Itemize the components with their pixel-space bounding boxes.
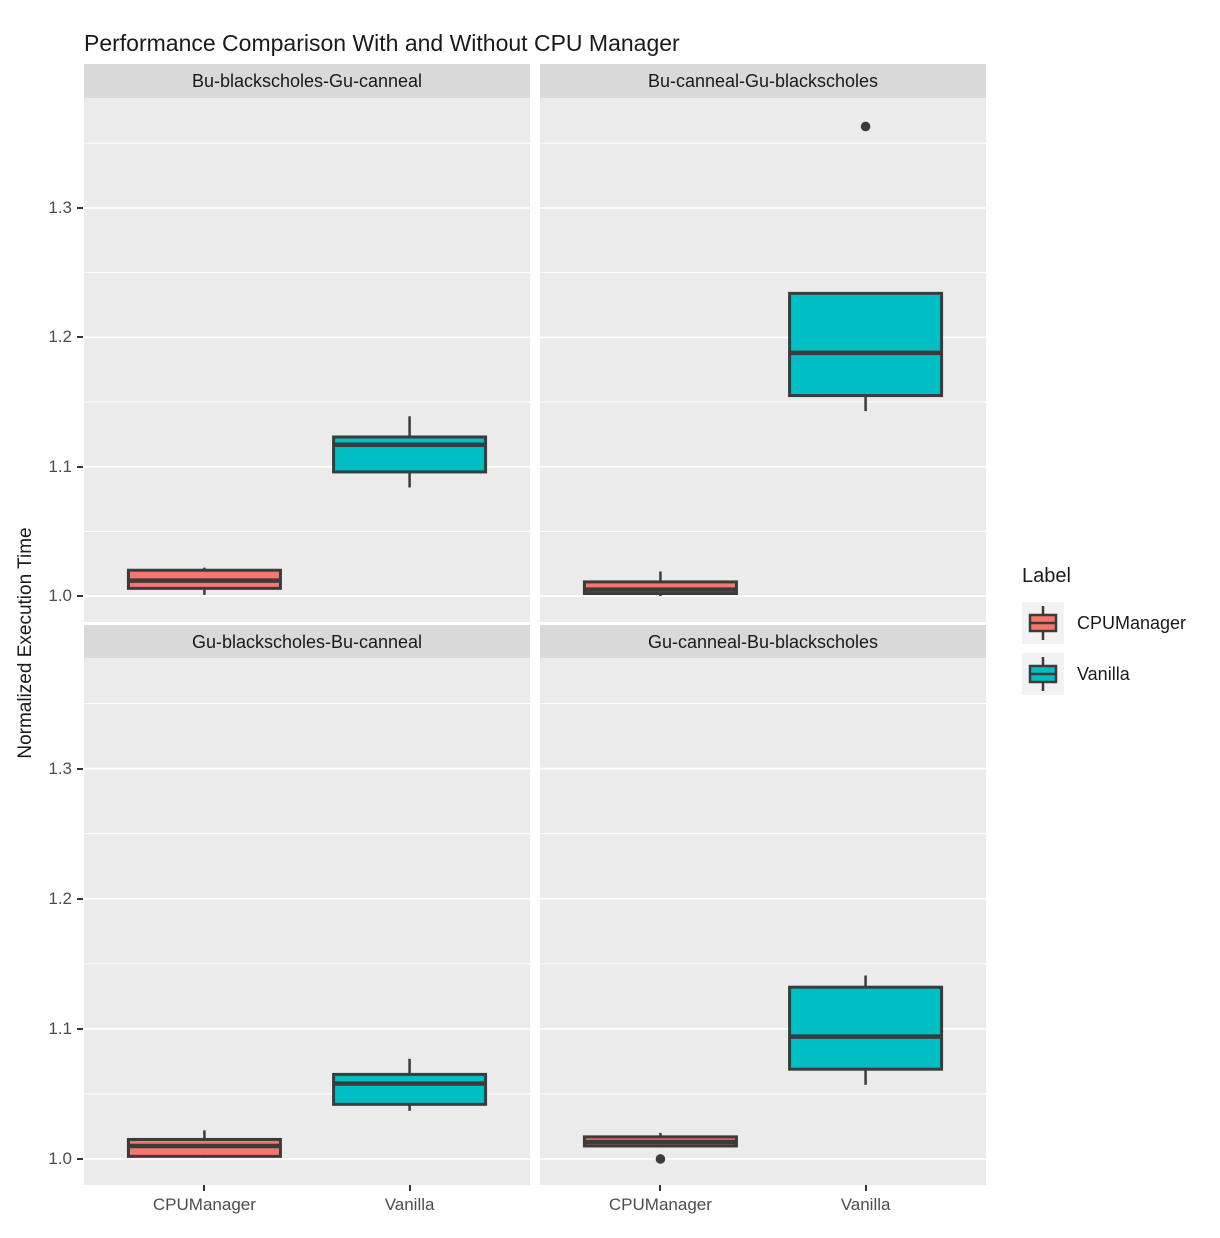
plot-title: Performance Comparison With and Without …: [84, 30, 680, 56]
y-tick-label: 1.3: [48, 758, 72, 778]
outlier-point: [655, 1154, 666, 1164]
y-axis-tick-mark: [77, 1157, 83, 1160]
y-axis-tick-mark: [77, 336, 83, 339]
y-axis-tick-mark: [77, 465, 83, 468]
y-tick-label: 1.2: [48, 327, 72, 347]
x-axis-tick-mark: [408, 1185, 411, 1191]
panel-background: [540, 658, 986, 1185]
panel-background: [84, 98, 530, 622]
legend-entry-vanilla: Vanilla: [1022, 653, 1218, 695]
boxplot-box-vanilla: [788, 985, 944, 1071]
x-axis-tick-mark: [659, 1185, 662, 1191]
facet-panel-bottom-right: [540, 658, 986, 1185]
legend-key-boxplot-icon-cpumanager: [1022, 602, 1064, 644]
legend-title: Label: [1022, 565, 1071, 587]
facet-strip-bottom-left: Gu-blackscholes-Bu-canneal: [84, 625, 530, 659]
boxplot-box-vanilla: [332, 435, 488, 474]
legend-label-vanilla: Vanilla: [1077, 663, 1130, 684]
facet-panel-top-left: [84, 98, 530, 622]
boxplot-box-vanilla: [332, 1072, 488, 1106]
y-axis-tick-mark: [77, 897, 83, 900]
facet-panel-top-right: [540, 98, 986, 622]
x-axis-tick-mark: [864, 1185, 867, 1191]
outlier-point: [860, 121, 871, 132]
facet-strip-top-left: Bu-blackscholes-Gu-canneal: [84, 64, 530, 98]
legend-label-cpumanager: CPUManager: [1077, 612, 1187, 633]
y-tick-label: 1.2: [48, 888, 72, 908]
y-tick-label: 1.0: [48, 586, 72, 606]
legend: Label CPUManager Vanilla: [1022, 565, 1218, 704]
legend-entry-cpumanager: CPUManager: [1022, 602, 1218, 644]
y-axis-tick-mark: [77, 767, 83, 770]
y-tick-label: 1.1: [48, 1018, 72, 1038]
boxplot-box-vanilla: [788, 291, 944, 398]
y-axis-tick-mark: [77, 206, 83, 209]
y-axis-tick-mark: [77, 1027, 83, 1030]
x-axis-tick-mark: [203, 1185, 206, 1191]
y-tick-label: 1.0: [48, 1148, 72, 1168]
facet-strip-top-right: Bu-canneal-Gu-blackscholes: [540, 64, 986, 98]
panel-background: [84, 658, 530, 1185]
y-axis-title: Normalized Execution Time: [15, 527, 36, 759]
facet-panel-bottom-left: [84, 658, 530, 1185]
x-tick-label: CPUManager: [608, 1195, 712, 1214]
x-tick-label: CPUManager: [152, 1195, 256, 1214]
x-tick-label: Vanilla: [840, 1195, 891, 1214]
y-tick-label: 1.3: [48, 197, 72, 217]
legend-key-boxplot-icon-vanilla: [1022, 653, 1064, 695]
y-tick-label: 1.1: [48, 456, 72, 476]
facet-strip-bottom-right: Gu-canneal-Bu-blackscholes: [540, 625, 986, 659]
x-tick-label: Vanilla: [384, 1195, 435, 1214]
y-axis-tick-mark: [77, 595, 83, 598]
